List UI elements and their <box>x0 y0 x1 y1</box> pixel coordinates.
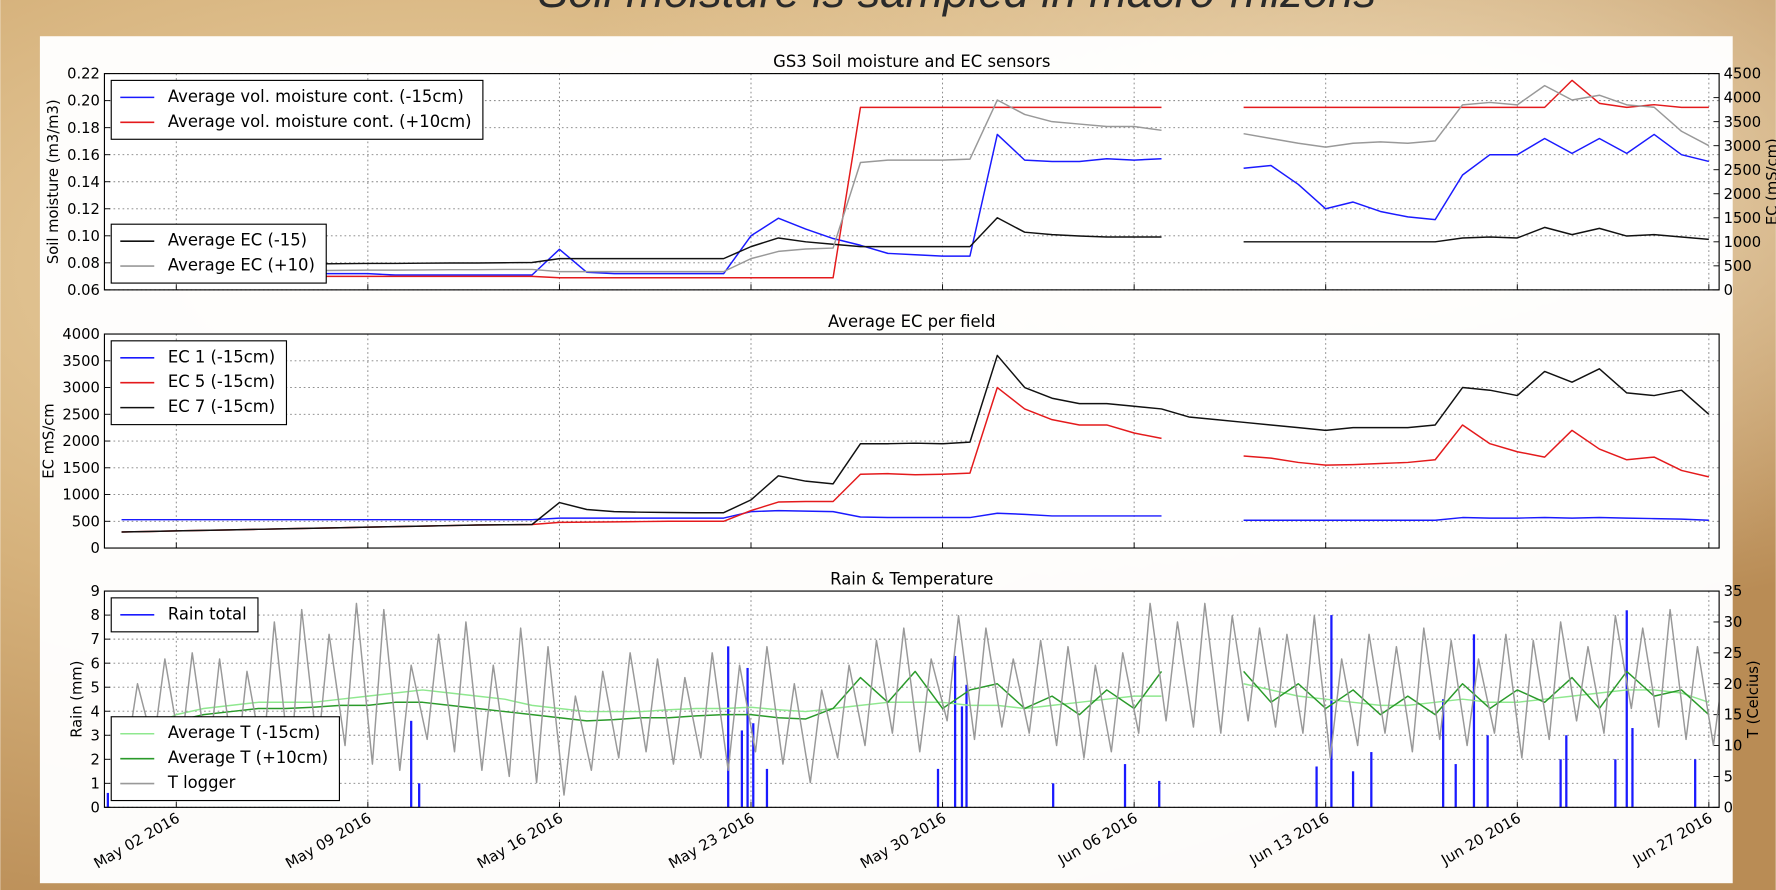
y2-axis-label: T (Celcius) <box>1745 660 1762 739</box>
y2-tick-label: 4500 <box>1724 66 1761 83</box>
page-title: Soil moisture is sampled in macro-rhizon… <box>538 0 1376 17</box>
y2-tick-label: 4000 <box>1724 90 1761 107</box>
slide: Soil moisture is sampled in macro-rhizon… <box>0 0 1776 890</box>
y-tick-label: 0.20 <box>67 93 100 110</box>
legend-label: Average EC (-15) <box>168 231 307 250</box>
legend-label: EC 7 (-15cm) <box>168 397 275 416</box>
legend-label: Average vol. moisture cont. (-15cm) <box>168 87 464 106</box>
rain-bar <box>1370 752 1372 807</box>
y-tick-label: 1000 <box>62 487 99 504</box>
rain-bar <box>954 656 956 807</box>
y-tick-label: 1 <box>91 775 100 792</box>
y2-tick-label: 0 <box>1724 799 1733 816</box>
rain-bar <box>1614 759 1616 807</box>
y-tick-label: 0 <box>91 540 100 557</box>
y2-tick-label: 0 <box>1724 282 1733 299</box>
y-tick-label: 5 <box>91 679 100 696</box>
rain-bar <box>1352 771 1354 807</box>
legend-label: Average T (-15cm) <box>168 723 320 742</box>
y-tick-label: 0.22 <box>67 66 100 83</box>
y2-tick-label: 3500 <box>1724 114 1761 131</box>
y2-tick-label: 35 <box>1724 583 1743 600</box>
y2-tick-label: 5 <box>1724 769 1733 786</box>
rain-bar <box>1559 759 1561 807</box>
legend-label: EC 5 (-15cm) <box>168 372 275 391</box>
y-tick-label: 2000 <box>62 433 99 450</box>
rain-bar <box>746 668 748 807</box>
rain-bar <box>1158 781 1160 807</box>
y-tick-label: 7 <box>91 631 100 648</box>
y-tick-label: 0.08 <box>67 255 100 272</box>
y2-axis-label: EC (mS/cm) <box>1764 138 1776 225</box>
y-tick-label: 0.12 <box>67 201 100 218</box>
y-tick-label: 4 <box>91 703 100 720</box>
y-tick-label: 0 <box>91 799 100 816</box>
y-tick-label: 0.18 <box>67 120 100 137</box>
y2-tick-label: 10 <box>1724 738 1743 755</box>
y2-tick-label: 2500 <box>1724 162 1761 179</box>
rain-bar <box>1052 783 1054 807</box>
y-tick-label: 3000 <box>62 380 99 397</box>
y2-tick-label: 3000 <box>1724 138 1761 155</box>
legend-label: T logger <box>167 773 236 792</box>
rain-bar <box>1565 735 1567 807</box>
subplot: GS3 Soil moisture and EC sensors 0.06 0.08… <box>45 52 1776 299</box>
rain-bar <box>1455 764 1457 807</box>
rain-bar <box>937 769 939 807</box>
rain-bar <box>418 783 420 807</box>
rain-bar <box>1694 759 1696 807</box>
rain-bar <box>1631 728 1633 807</box>
legend-label: Average EC (+10) <box>168 256 315 275</box>
subplot-title: GS3 Soil moisture and EC sensors <box>773 52 1050 71</box>
rain-bar <box>1473 634 1475 807</box>
y2-tick-label: 15 <box>1724 707 1743 724</box>
y2-tick-label: 1000 <box>1724 234 1761 251</box>
y2-tick-label: 25 <box>1724 645 1743 662</box>
y-tick-label: 8 <box>91 607 100 624</box>
rain-bar <box>741 730 743 807</box>
y-tick-label: 4000 <box>62 326 99 343</box>
y-tick-label: 0.10 <box>67 228 100 245</box>
y-tick-label: 3 <box>91 727 100 744</box>
y-tick-label: 2500 <box>62 406 99 423</box>
y-tick-label: 0.16 <box>67 147 100 164</box>
rain-bar <box>965 685 967 808</box>
subplot-title: Rain & Temperature <box>830 569 993 588</box>
rain-bar <box>1330 615 1332 807</box>
rain-bar <box>727 646 729 807</box>
legend-label: Average T (+10cm) <box>168 748 328 767</box>
y-tick-label: 0.06 <box>67 282 100 299</box>
legend-label: Average vol. moisture cont. (+10cm) <box>168 112 472 131</box>
rain-bar <box>961 706 963 807</box>
y-axis-label: Rain (mm) <box>68 661 85 738</box>
y-tick-label: 1500 <box>62 460 99 477</box>
y-axis-label: EC mS/cm <box>40 403 57 478</box>
legend-label: EC 1 (-15cm) <box>168 347 275 366</box>
y2-tick-label: 2000 <box>1724 186 1761 203</box>
y-tick-label: 500 <box>72 513 100 530</box>
charts: GS3 Soil moisture and EC sensors 0.06 0.08… <box>40 52 1776 873</box>
y-tick-label: 9 <box>91 583 100 600</box>
rain-bar <box>107 793 109 807</box>
y-tick-label: 3500 <box>62 353 99 370</box>
subplot-title: Average EC per field <box>828 312 995 331</box>
legend-label: Rain total <box>168 604 247 623</box>
subplot: Average EC per field 0 500 1000 1500 2000 2500… <box>40 312 1719 557</box>
y2-tick-label: 20 <box>1724 676 1743 693</box>
rain-bar <box>1124 764 1126 807</box>
y2-tick-label: 30 <box>1724 614 1743 631</box>
rain-bar <box>1487 735 1489 807</box>
y-tick-label: 6 <box>91 655 100 672</box>
rain-bar <box>766 769 768 807</box>
rain-bar <box>410 721 412 808</box>
rain-bar <box>1315 766 1317 807</box>
rain-bar <box>1626 610 1628 807</box>
y2-tick-label: 500 <box>1724 258 1752 275</box>
y-axis-label: Soil moisture (m3/m3) <box>45 99 62 264</box>
page: Soil moisture is sampled in macro-rhizon… <box>0 0 1776 890</box>
y2-tick-label: 1500 <box>1724 210 1761 227</box>
y-tick-label: 2 <box>91 751 100 768</box>
y-tick-label: 0.14 <box>67 174 100 191</box>
